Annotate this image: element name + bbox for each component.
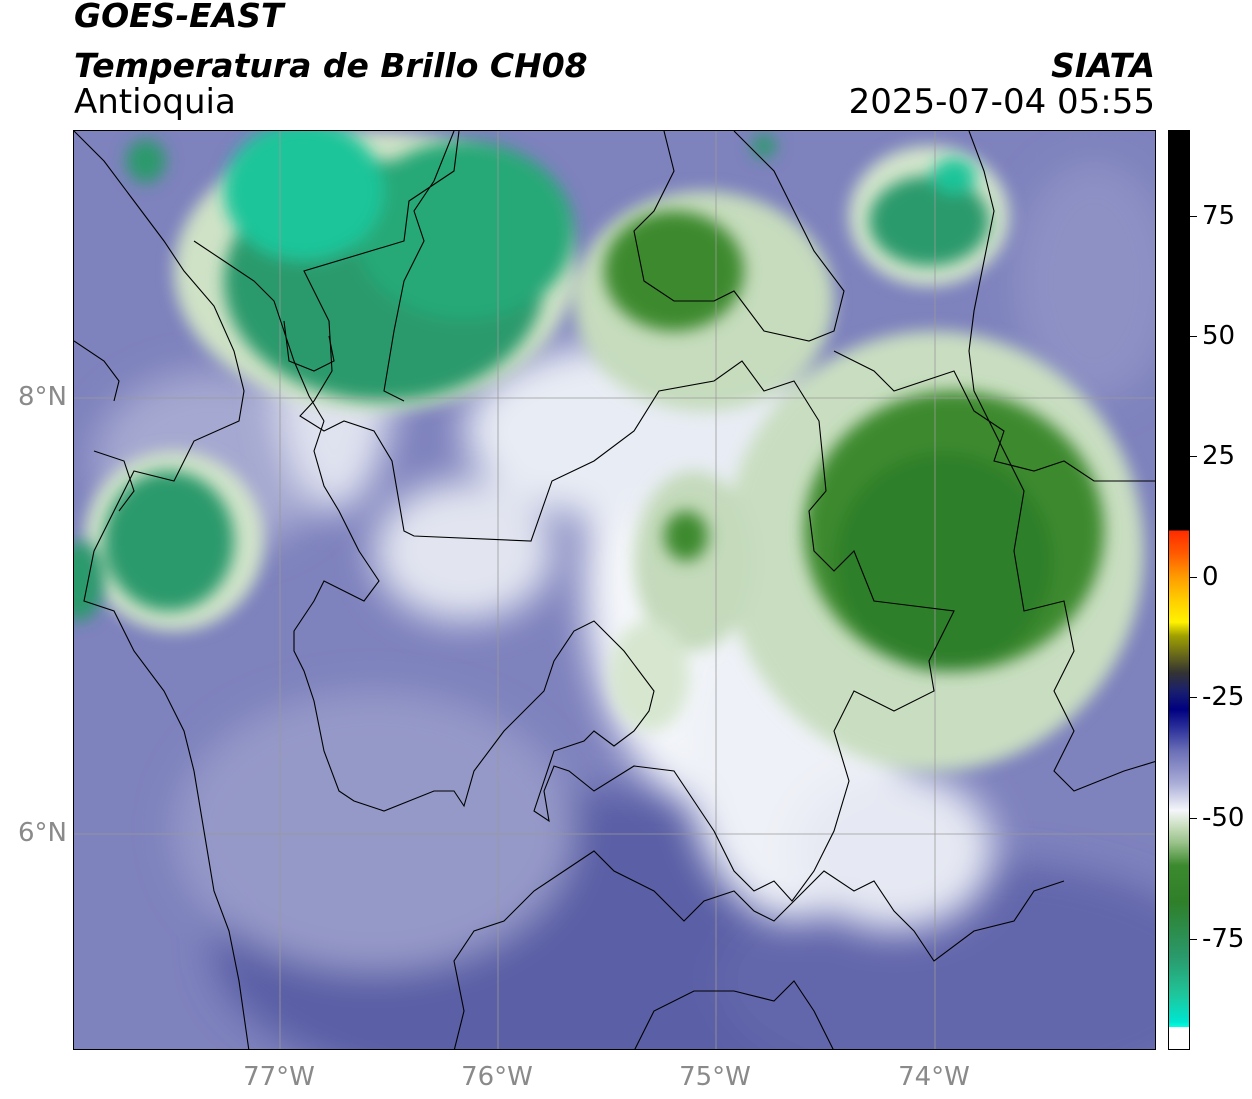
- santander-border: [833, 350, 1155, 482]
- lon-label-77: 77°W: [243, 1062, 315, 1092]
- product-title: Temperatura de Brillo CH08: [74, 46, 588, 85]
- graticule: [74, 131, 1155, 1049]
- brightness-temperature-map: [73, 130, 1156, 1050]
- caldas-border: [453, 850, 1065, 1049]
- temperature-colorbar: [1168, 130, 1190, 1050]
- choco-border: [74, 131, 250, 1049]
- colorbar-tick-minus75: [1190, 939, 1197, 940]
- bolivar-border: [633, 131, 845, 342]
- antioquia-border: [293, 131, 955, 902]
- colorbar-label-75: 75: [1202, 201, 1236, 231]
- colorbar-label-minus75: -75: [1202, 924, 1245, 954]
- colorbar-tick-75: [1190, 216, 1197, 217]
- timestamp-label: 2025-07-04 05:55: [848, 82, 1155, 122]
- satellite-title: GOES-EAST: [74, 0, 284, 35]
- colorbar-label-0: 0: [1202, 562, 1219, 592]
- colorbar-tick-25: [1190, 456, 1197, 457]
- organization-label: SIATA: [1051, 46, 1155, 85]
- administrative-borders: [74, 131, 1155, 1049]
- colorbar-label-25: 25: [1202, 441, 1236, 471]
- coastline-north: [193, 240, 335, 422]
- lon-label-76: 76°W: [461, 1062, 533, 1092]
- lon-label-75: 75°W: [679, 1062, 751, 1092]
- southern-border: [634, 980, 834, 1049]
- colorbar-label-minus50: -50: [1202, 803, 1245, 833]
- cordoba-border: [383, 131, 455, 402]
- lon-label-74: 74°W: [898, 1062, 970, 1092]
- colorbar-tick-minus50: [1190, 818, 1197, 819]
- lat-label-6: 6°N: [18, 818, 67, 848]
- colorbar-label-50: 50: [1202, 321, 1236, 351]
- coastline-west: [74, 340, 135, 512]
- cold-cloud-tops: [74, 131, 1104, 671]
- lat-label-8: 8°N: [18, 382, 67, 412]
- colorbar-tick-minus25: [1190, 697, 1197, 698]
- region-label: Antioquia: [74, 82, 236, 122]
- east-border: [968, 131, 1155, 792]
- colorbar-label-minus25: -25: [1202, 682, 1245, 712]
- colorbar-tick-50: [1190, 336, 1197, 337]
- colorbar-tick-0: [1190, 577, 1197, 578]
